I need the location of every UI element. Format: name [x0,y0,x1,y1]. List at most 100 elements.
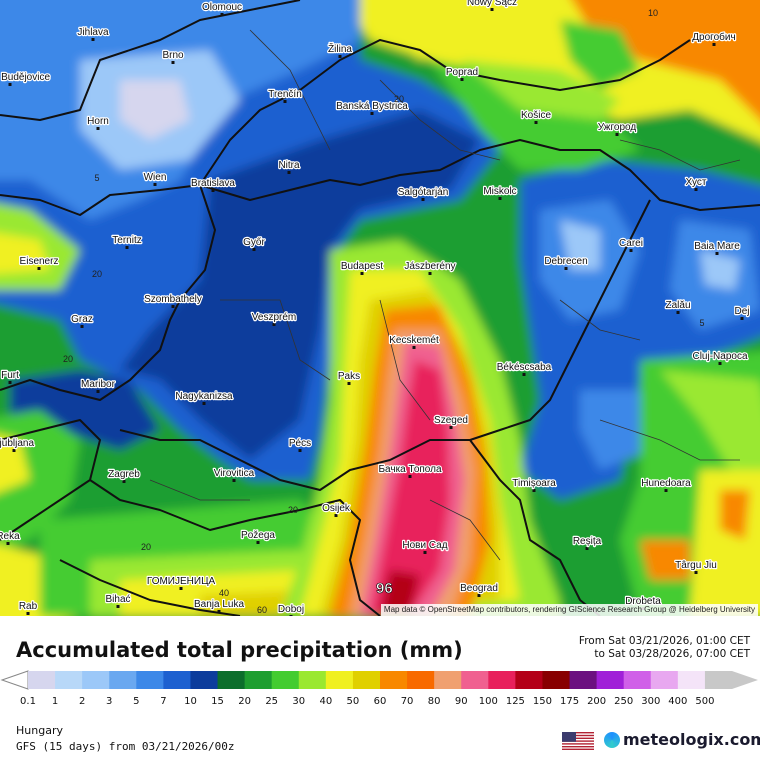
city-label: Nagykanizsa [175,391,233,402]
legend-swatch [325,671,354,689]
city-marker [712,43,716,46]
legend-swatch [271,671,300,689]
brand-logo[interactable]: meteologix.com [604,730,760,749]
city-label: Bratislava [191,178,235,189]
city-label: Miskolc [483,186,516,197]
city-marker [498,197,502,200]
legend-tick: 300 [641,696,661,707]
city-marker [232,479,236,482]
city-label: Timișoara [512,478,556,489]
city-marker [202,402,206,405]
legend-tick: 0.1 [20,696,36,707]
city-label: Salgótarján [398,187,449,198]
city-marker [298,449,302,452]
city-label: Graz [71,314,93,325]
city-label: Bihać [105,594,130,605]
city-label: Târgu Jiu [675,560,717,571]
legend-swatch [28,671,56,689]
period-to: to Sat 03/28/2026, 07:00 CET [594,648,750,660]
city-label: Ужгород [598,122,637,133]
legend-swatch [461,671,489,689]
city-label: Бачка Топола [378,464,442,475]
legend-swatch [163,671,191,689]
city-marker [664,489,668,492]
contour-label: 5 [699,318,704,328]
city-marker [740,317,744,320]
us-flag-icon[interactable] [562,732,594,750]
city-marker [80,325,84,328]
legend-swatch [380,671,408,689]
contour-label: 5 [94,173,99,183]
legend-swatch [55,671,83,689]
city-label: Kecskemét [389,335,439,346]
city-marker [449,426,453,429]
legend-swatch [407,671,435,689]
city-label: Ljubljana [0,438,34,449]
city-marker [338,55,342,58]
city-marker [694,571,698,574]
city-label: Brno [162,50,184,61]
legend-swatch [542,671,571,689]
chart-title: Accumulated total precipitation (mm) [16,638,463,662]
city-marker [370,112,374,115]
contour-label: 20 [141,542,151,552]
city-marker [347,382,351,385]
city-label: Paks [338,371,360,382]
city-label: Horn [87,116,109,127]
legend-swatch [623,671,652,689]
city-label: Jászberény [404,261,455,272]
valid-period: From Sat 03/21/2026, 01:00 CET to Sat 03… [579,635,750,661]
legend-swatch [190,671,219,689]
legend-swatch [109,671,137,689]
city-marker [408,475,412,478]
city-marker [153,183,157,186]
city-marker [334,514,338,517]
legend-tick: 3 [106,696,113,707]
contour-labels: 5 20 20 20 20 20 40 5 10 60 [63,8,705,615]
precipitation-map[interactable]: Olomouc Nowy Sącz Дрогобич Jihlava Žilina Pop… [0,0,760,616]
city-label: Zalău [665,300,690,311]
region-label: Hungary [16,724,63,737]
contour-label: 10 [648,8,658,18]
city-label: Beograd [460,583,498,594]
city-marker [12,449,16,452]
city-label: Banská Bystrica [336,101,408,112]
legend-tick: 10 [184,696,197,707]
legend-tick-labels: 0.1 1 2 3 5 7 10 15 20 25 30 40 50 60 70 80 90 100 125 150 1… [0,696,760,710]
contour-label: 20 [63,354,73,364]
legend-swatch-last [704,671,758,689]
color-legend-bar [0,670,758,690]
city-label: Veszprém [252,312,296,323]
legend-swatch [298,671,327,689]
city-marker [8,381,12,384]
city-marker [252,248,256,251]
max-value-label: 96 [376,580,393,597]
city-marker [532,489,536,492]
city-label: Banja Luka [194,599,244,610]
legend-swatch [244,671,273,689]
contour-label: 20 [288,505,298,515]
legend-swatch [352,671,381,689]
city-label: Virovitica [214,468,255,479]
legend-tick: 150 [532,696,552,707]
city-marker [289,615,293,616]
city-marker [122,480,126,483]
city-marker [490,8,494,11]
city-label: Cluj-Napoca [692,351,747,362]
legend-tick: 500 [695,696,715,707]
city-marker [171,61,175,64]
city-marker [91,38,95,41]
city-label: Jihlava [77,27,109,38]
period-from: From Sat 03/21/2026, 01:00 CET [578,635,750,647]
legend-swatch [515,671,543,689]
city-label: Rab [19,601,38,612]
city-marker [256,541,260,544]
city-label: Pécs [289,438,311,449]
city-labels: Olomouc Nowy Sącz Дрогобич Jihlava Žilina Pop… [0,0,751,616]
city-label: Žilina [328,42,352,55]
legend-tick: 60 [373,696,387,707]
city-label: Reka [0,531,20,542]
legend-swatch [488,671,516,689]
city-marker [96,390,100,393]
city-marker [423,551,427,554]
